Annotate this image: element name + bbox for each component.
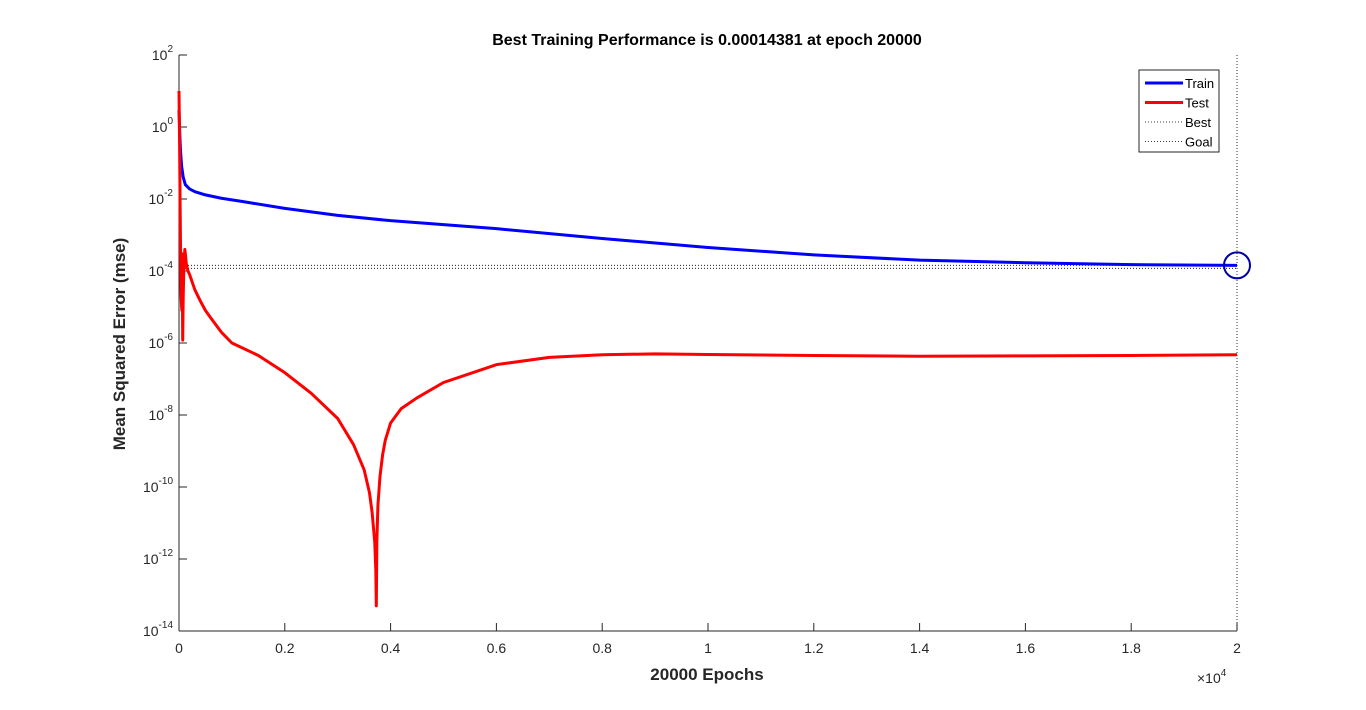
x-multiplier-exp: 4 — [1221, 668, 1227, 679]
y-tick-label: 10-14 — [143, 620, 173, 639]
x-tick-label: 0.8 — [592, 640, 612, 656]
y-tick-label: 10-4 — [149, 260, 174, 279]
legend-label-best: Best — [1185, 115, 1211, 130]
x-tick-label: 0.2 — [275, 640, 295, 656]
x-tick-label: 1 — [704, 640, 712, 656]
x-tick-label: 0.4 — [381, 640, 401, 656]
x-tick-label: 2 — [1233, 640, 1241, 656]
x-tick-label: 0.6 — [487, 640, 507, 656]
x-tick-label: 1.4 — [910, 640, 930, 656]
x-tick-label: 0 — [175, 640, 183, 656]
y-tick-label: 102 — [152, 44, 174, 63]
y-tick-label: 10-8 — [149, 404, 174, 423]
axes: 0 0.2 0.4 0.6 0.8 1 1.2 1.4 1.6 1.8 2 102 100 10-2 10-… — [143, 44, 1241, 656]
x-axis-label: 20000 Epochs — [650, 665, 763, 684]
x-tick-label: 1.2 — [804, 640, 824, 656]
y-axis-label: Mean Squared Error (mse) — [110, 238, 129, 451]
plot-background — [179, 55, 1237, 631]
x-multiplier: ×104 — [1197, 668, 1227, 686]
legend-label-goal: Goal — [1185, 135, 1213, 150]
y-tick-label: 10-12 — [143, 548, 173, 567]
legend-label-test: Test — [1185, 96, 1209, 111]
legend-label-train: Train — [1185, 76, 1214, 91]
chart-title: Best Training Performance is 0.00014381 … — [492, 32, 922, 49]
x-multiplier-base: ×10 — [1197, 670, 1221, 686]
x-tick-label: 1.8 — [1121, 640, 1141, 656]
y-tick-label: 10-2 — [149, 188, 174, 207]
y-tick-label: 10-6 — [149, 332, 174, 351]
best-point-marker — [1223, 251, 1251, 280]
plot-area — [179, 55, 1237, 631]
x-tick-label: 1.6 — [1016, 640, 1036, 656]
series-line-train — [177, 109, 1238, 267]
svg-text:×104: ×104 — [1197, 668, 1227, 686]
series-line-test — [177, 90, 1238, 608]
y-tick-label: 100 — [152, 116, 174, 135]
legend: Train Test Best Goal — [1138, 69, 1220, 153]
y-tick-label: 10-10 — [143, 476, 173, 495]
series-lines — [177, 55, 1251, 631]
